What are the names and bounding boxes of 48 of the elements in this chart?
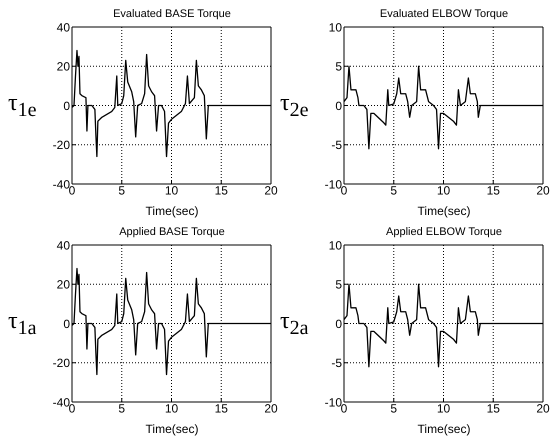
x-tick-label: 5 xyxy=(390,184,398,198)
y-tick-label: -10 xyxy=(324,395,342,410)
chart-title: Applied BASE Torque xyxy=(118,226,226,238)
y-axis-title: τ$_{2e}$ xyxy=(280,90,310,122)
y-axis-title: τ$_{1a}$ xyxy=(8,308,38,340)
y-tick-label: 20 xyxy=(56,60,70,74)
x-tick-label: 15 xyxy=(486,402,500,416)
x-tick-label: 20 xyxy=(264,184,278,198)
y-tick-label: 0 xyxy=(63,316,70,331)
y-tick-label: 40 xyxy=(56,238,70,252)
y-axis-title: τ$_{2a}$ xyxy=(280,308,310,340)
y-tick-label: -20 xyxy=(52,356,70,370)
y-tick-label: 40 xyxy=(56,20,70,34)
x-axis-title: Time(sec) xyxy=(144,422,200,436)
x-tick-label: 5 xyxy=(118,402,126,416)
x-axis-title: Time(sec) xyxy=(416,422,472,436)
y-axis-title: τ$_{1e}$ xyxy=(8,90,38,122)
x-tick-label: 5 xyxy=(390,402,398,416)
chart-title: Evaluated ELBOW Torque xyxy=(378,8,510,20)
y-tick-label: -40 xyxy=(52,395,70,410)
x-tick-label: 10 xyxy=(164,184,178,198)
y-tick-label: -20 xyxy=(52,138,70,152)
chart-title: Applied ELBOW Torque xyxy=(385,226,503,238)
x-tick-label: 20 xyxy=(536,402,550,416)
y-tick-label: -40 xyxy=(52,177,70,192)
x-tick-label: 20 xyxy=(264,402,278,416)
x-tick-label: 15 xyxy=(486,184,500,198)
x-axis-title: Time(sec) xyxy=(144,204,200,218)
y-tick-label: 0 xyxy=(63,98,70,113)
x-tick-label: 20 xyxy=(536,184,550,198)
chart-title: Evaluated BASE Torque xyxy=(112,8,232,20)
x-tick-label: 10 xyxy=(164,402,178,416)
y-tick-label: 0 xyxy=(335,316,342,331)
y-tick-label: 0 xyxy=(335,98,342,113)
x-tick-label: 15 xyxy=(214,184,228,198)
y-tick-label: -10 xyxy=(324,177,342,192)
y-tick-label: -5 xyxy=(331,138,342,152)
x-tick-label: 15 xyxy=(214,402,228,416)
x-axis-title: Time(sec) xyxy=(416,204,472,218)
y-tick-label: -5 xyxy=(331,356,342,370)
y-tick-label: 10 xyxy=(328,20,342,34)
x-tick-label: 10 xyxy=(436,402,450,416)
y-tick-label: 10 xyxy=(328,238,342,252)
x-tick-label: 10 xyxy=(436,184,450,198)
y-tick-label: 5 xyxy=(335,278,342,292)
y-tick-label: 5 xyxy=(335,60,342,74)
x-tick-label: 5 xyxy=(118,184,126,198)
y-tick-label: 20 xyxy=(56,278,70,292)
